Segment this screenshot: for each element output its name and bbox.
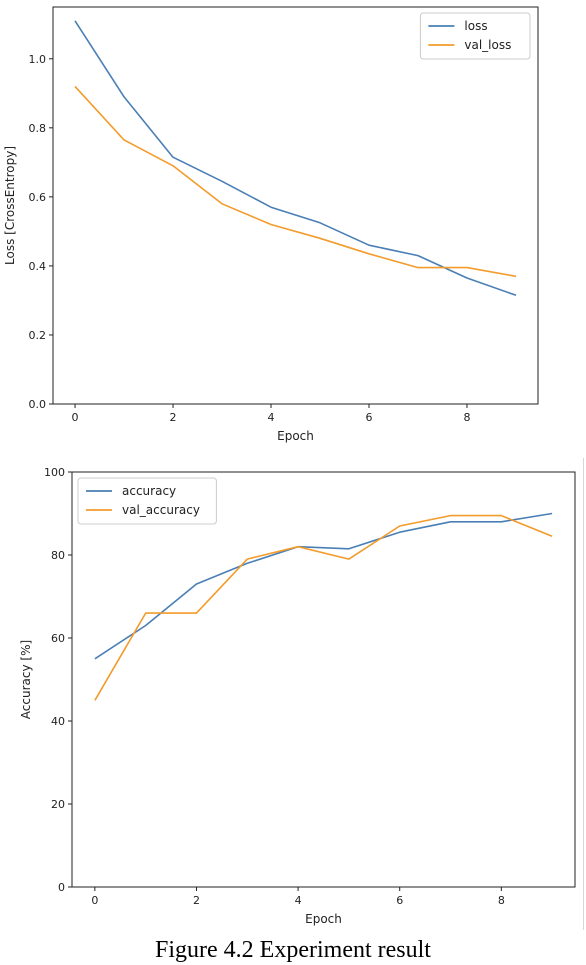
y-tick-label: 80 [51, 549, 65, 562]
x-tick-label: 6 [365, 411, 372, 424]
y-tick-label: 1.0 [29, 53, 47, 66]
y-tick-label: 0.2 [29, 329, 47, 342]
figure-caption: Figure 4.2 Experiment result [155, 937, 431, 963]
series-line-val-loss [74, 85, 517, 278]
y-tick-label: 40 [51, 715, 65, 728]
legend-label-loss: loss [464, 19, 487, 33]
legend-box [77, 477, 217, 525]
x-tick-label: 2 [193, 894, 200, 907]
legend: loss val_loss [419, 12, 531, 60]
legend: accuracy val_accuracy [77, 477, 217, 525]
y-tick-label: 0.6 [29, 191, 47, 204]
legend-label-accuracy: accuracy [122, 484, 176, 498]
legend-label-val-accuracy: val_accuracy [122, 503, 200, 517]
series-line-accuracy [94, 512, 553, 660]
series-line-loss [74, 20, 517, 297]
y-tick-label: 100 [44, 466, 65, 479]
series-line-val-accuracy [94, 514, 553, 701]
y-tick-label: 0.0 [29, 398, 47, 411]
y-tick-label: 0 [58, 881, 65, 894]
chart-1: 0 2 4 6 8 0.0 0.2 0.4 0.6 0.8 1.0 Epoch Loss [CrossE… [3, 6, 539, 443]
legend-label-val-loss: val_loss [464, 38, 511, 52]
x-tick-label: 0 [91, 894, 98, 907]
plot-frame [71, 471, 576, 888]
x-tick-label: 8 [463, 411, 470, 424]
x-tick-label: 6 [396, 894, 403, 907]
x-axis-label: Epoch [305, 912, 342, 926]
y-tick-label: 0.8 [29, 122, 47, 135]
charts-figure: 0 2 4 6 8 0.0 0.2 0.4 0.6 0.8 1.0 Epoch Loss [CrossE… [3, 6, 576, 926]
x-tick-label: 4 [295, 894, 302, 907]
y-axis-label: Accuracy [%] [19, 640, 33, 719]
y-tick-label: 20 [51, 798, 65, 811]
x-tick-label: 2 [170, 411, 177, 424]
legend-box [419, 12, 531, 60]
page-edge-divider [583, 458, 584, 930]
y-tick-label: 0.4 [29, 260, 47, 273]
y-tick-label: 60 [51, 632, 65, 645]
y-axis-label: Loss [CrossEntropy] [3, 146, 17, 265]
x-tick-label: 0 [72, 411, 79, 424]
x-tick-label: 4 [268, 411, 275, 424]
x-tick-label: 8 [498, 894, 505, 907]
plot-frame [52, 6, 539, 405]
x-axis-label: Epoch [277, 429, 314, 443]
